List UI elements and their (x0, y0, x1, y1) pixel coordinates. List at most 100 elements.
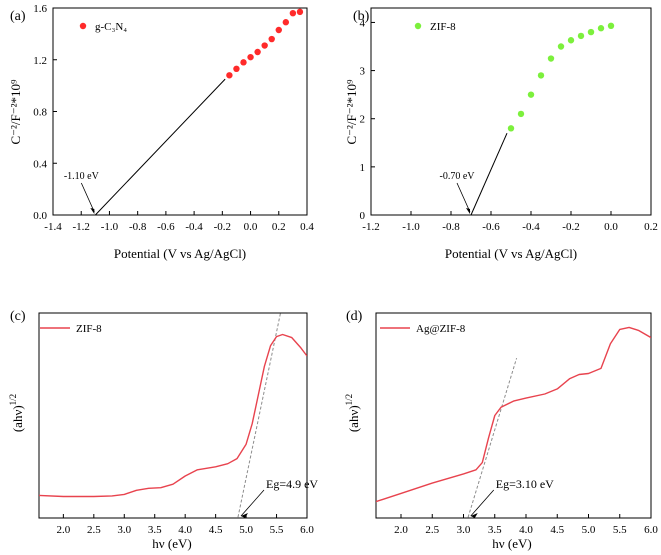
x-axis-title: hν (eV) (492, 536, 531, 551)
y-axis-title-main: (ahν) (10, 405, 25, 432)
y-tick-label: 0.4 (33, 158, 47, 170)
x-tick-label: 4.0 (519, 524, 533, 536)
plot-frame (375, 312, 652, 519)
x-tick-label: 0.0 (604, 221, 618, 233)
x-axis-title: Potential (V vs Ag/AgCl) (445, 246, 577, 261)
y-tick-label: 0.8 (33, 107, 47, 119)
y-tick-label: 2 (360, 114, 366, 126)
legend-label: ZIF-8 (76, 323, 102, 335)
intercept-annotation: -0.70 eV (440, 171, 476, 182)
data-point (537, 72, 545, 79)
x-tick-label: -1.0 (101, 221, 119, 233)
data-point (226, 72, 233, 79)
y-tick-label: 0 (360, 210, 366, 222)
legend-label: ZIF-8 (430, 21, 456, 33)
data-point (577, 32, 585, 40)
panel-b: (b) -1.2 -1.0 -0.8 -0.6 -0.4 -0.2 0.0 0.2 0 1 2 3 4 Po… (344, 7, 658, 261)
series-line (39, 333, 307, 498)
data-point (289, 9, 297, 17)
annotation-arrow (456, 182, 471, 213)
x-tick-label: -0.4 (522, 221, 540, 233)
x-tick-label: -1.2 (362, 221, 379, 233)
y-axis-title-superscript: 1/2 (8, 394, 18, 406)
annotation-arrow (470, 489, 495, 517)
x-tick-label: 5.0 (582, 524, 596, 536)
bandgap-annotation: Eg=4.9 eV (266, 477, 318, 491)
data-point (547, 55, 555, 62)
x-tick-label: -1.2 (73, 221, 90, 233)
legend-label: g-C₃N₄ (95, 21, 127, 33)
data-point (527, 91, 535, 98)
data-point (240, 59, 247, 66)
x-tick-label: -0.8 (129, 221, 147, 233)
x-tick-label: -0.2 (214, 221, 231, 233)
y-axis-title: C⁻²/F⁻²*10⁹ (8, 79, 23, 145)
x-tick-label: 3.0 (457, 524, 471, 536)
x-tick-label: 0.4 (300, 221, 314, 233)
y-tick-label: 1.2 (33, 55, 47, 67)
x-tick-label: 3.5 (488, 524, 502, 536)
legend-marker (414, 22, 422, 30)
panel-label: (d) (346, 309, 363, 324)
x-tick-label: 6.0 (644, 524, 658, 536)
x-tick-label: 6.0 (300, 524, 314, 536)
x-tick-label: 2.0 (56, 524, 70, 536)
y-tick-label: 1 (360, 162, 366, 174)
panel-d: (d) 2.0 2.5 3.0 3.5 4.0 4.5 5.0 5.5 6.0 hν (eV) (ah… (344, 309, 658, 551)
annotation-arrowhead (241, 513, 248, 518)
x-tick-label: 4.5 (209, 524, 223, 536)
x-tick-label: 2.0 (394, 524, 408, 536)
tangent-line (467, 357, 518, 518)
panel-label: (a) (10, 9, 26, 24)
x-axis-title: hν (eV) (152, 536, 191, 551)
x-tick-label: 4.0 (178, 524, 192, 536)
x-tick-label: -0.8 (442, 221, 460, 233)
y-tick-label: 3 (360, 66, 366, 78)
data-point (557, 43, 565, 50)
panel-label: (b) (353, 9, 370, 24)
x-tick-label: 0.2 (272, 221, 286, 233)
panel-a: (a) -1.4 -1.2 -1.0 -0.8 -0.6 -0.4 -0.2 0.0 0.2 0.4… (8, 3, 314, 261)
data-point (517, 110, 525, 118)
legend-marker (79, 22, 87, 30)
x-tick-label: -0.2 (562, 221, 579, 233)
x-tick-label: 2.5 (87, 524, 101, 536)
data-point (607, 22, 615, 30)
x-tick-label: -0.6 (482, 221, 500, 233)
data-point (268, 35, 275, 43)
data-point (567, 37, 575, 44)
panel-c: (c) 2.0 2.5 3.0 3.5 4.0 4.5 5.0 5.5 6.0 hν (eV) (ah… (8, 309, 318, 551)
fit-line (94, 78, 226, 216)
annotation-arrowhead (466, 208, 470, 214)
bandgap-annotation: Eg=3.10 eV (496, 477, 554, 491)
y-tick-label: 0.0 (33, 210, 47, 222)
x-tick-label: 0.2 (644, 221, 658, 233)
x-tick-label: 5.0 (239, 524, 253, 536)
x-tick-label: 5.5 (270, 524, 284, 536)
series-line (376, 326, 651, 503)
data-point (296, 8, 304, 16)
fit-line (470, 132, 508, 216)
panel-label: (c) (10, 309, 26, 324)
annotation-arrowhead (90, 208, 95, 214)
y-axis-title-superscript: 1/2 (344, 394, 354, 406)
y-axis-title: C⁻²/F⁻²*10⁹ (344, 79, 359, 145)
data-point (282, 19, 290, 26)
y-tick-label: 1.6 (33, 3, 47, 15)
data-point (261, 42, 268, 49)
x-tick-label: 3.5 (148, 524, 162, 536)
data-point (507, 125, 515, 132)
plot-frame (38, 312, 308, 519)
legend-label: Ag@ZIF-8 (416, 323, 466, 335)
data-point (275, 26, 282, 34)
y-axis-title: (ahν)1/2 (8, 394, 25, 432)
y-axis-title-main: C⁻²/F⁻²*10⁹ (8, 79, 23, 145)
x-tick-label: 0.0 (244, 221, 258, 233)
annotation-arrow (240, 489, 265, 517)
data-point (254, 48, 261, 56)
x-tick-label: -0.4 (185, 221, 203, 233)
x-tick-label: -1.0 (402, 221, 420, 233)
data-point (597, 25, 605, 32)
x-tick-label: -1.4 (44, 221, 62, 233)
